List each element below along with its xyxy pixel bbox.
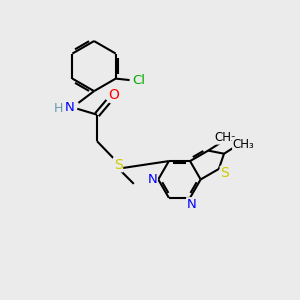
Text: S: S	[220, 167, 229, 180]
Text: N: N	[65, 101, 74, 114]
Text: CH₃: CH₃	[214, 131, 236, 144]
Text: Cl: Cl	[132, 74, 145, 87]
Text: O: O	[108, 88, 118, 102]
Text: H: H	[54, 102, 63, 115]
Text: S: S	[114, 158, 123, 172]
Text: CH₃: CH₃	[233, 138, 254, 151]
Text: N: N	[148, 173, 157, 186]
Text: N: N	[187, 198, 196, 211]
